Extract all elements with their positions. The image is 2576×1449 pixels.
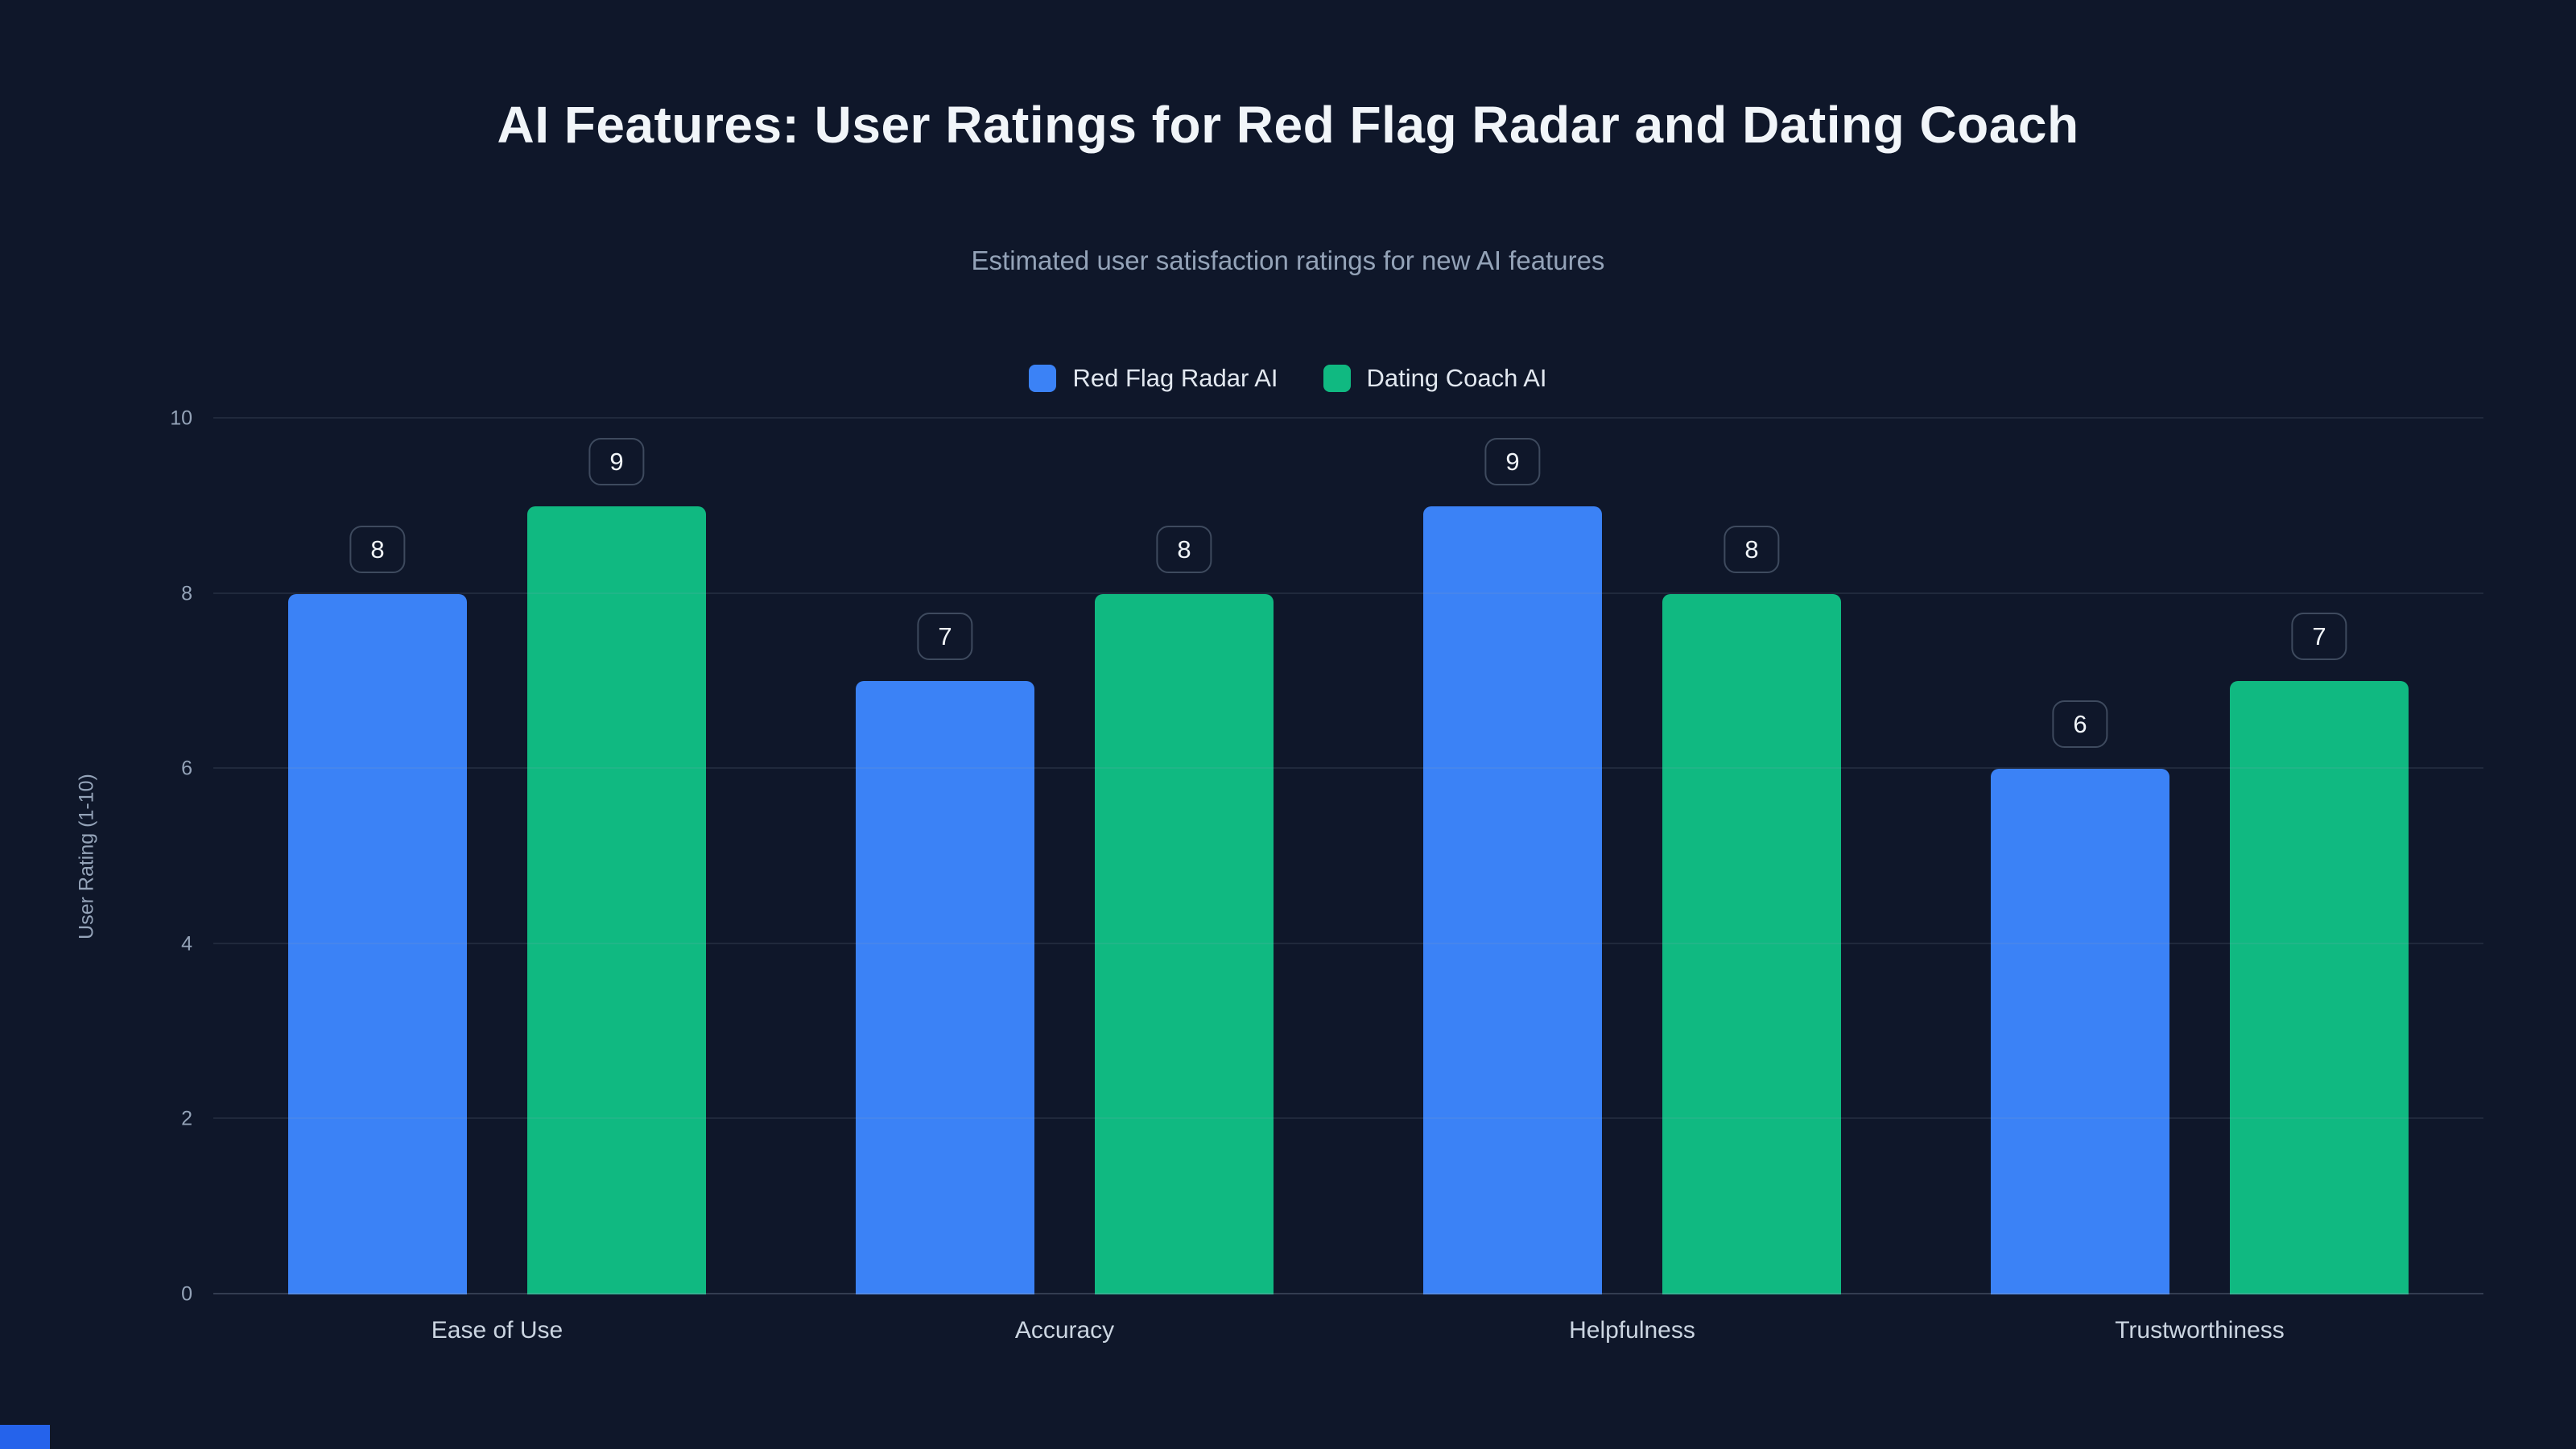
bar-column-red-flag-radar-ai-ease-of-use: 8 <box>288 525 467 1294</box>
chart-title: AI Features: User Ratings for Red Flag R… <box>497 96 2079 154</box>
y-tick-label-4: 4 <box>181 932 192 956</box>
gridline-4 <box>213 942 2483 944</box>
y-axis-title: User Rating (1-10) <box>75 774 98 939</box>
legend-label: Dating Coach AI <box>1366 364 1547 392</box>
x-axis-label-trustworthiness: Trustworthiness <box>2115 1317 2285 1344</box>
legend-swatch-icon <box>1029 365 1057 392</box>
y-tick-label-6: 6 <box>181 757 192 780</box>
y-tick-label-10: 10 <box>170 407 192 430</box>
bar-dating-coach-ai-accuracy[interactable] <box>1095 593 1274 1294</box>
bar-column-dating-coach-ai-helpfulness: 8 <box>1662 525 1841 1294</box>
legend-item-dating-coach-ai[interactable]: Dating Coach AI <box>1323 364 1547 393</box>
bar-red-flag-radar-ai-trustworthiness[interactable] <box>1991 769 2169 1294</box>
bar-value-label: 6 <box>2052 700 2108 749</box>
bar-column-dating-coach-ai-trustworthiness: 7 <box>2230 613 2409 1294</box>
legend-label: Red Flag Radar AI <box>1072 364 1278 392</box>
bar-value-label: 8 <box>1156 525 1212 573</box>
chart-subtitle: Estimated user satisfaction ratings for … <box>971 246 1605 275</box>
legend-swatch-icon <box>1323 365 1351 392</box>
legend: Red Flag Radar AI Dating Coach AI <box>0 364 2576 393</box>
bar-dating-coach-ai-trustworthiness[interactable] <box>2230 681 2409 1294</box>
gridline-2 <box>213 1117 2483 1120</box>
bar-value-label: 7 <box>2291 613 2347 661</box>
x-axis-label-accuracy: Accuracy <box>1014 1317 1115 1344</box>
gridline-6 <box>213 767 2483 770</box>
bar-value-label: 7 <box>917 613 973 661</box>
bar-column-red-flag-radar-ai-trustworthiness: 6 <box>1991 700 2169 1294</box>
bar-value-label: 8 <box>1724 525 1780 573</box>
x-axis-label-ease-of-use: Ease of Use <box>431 1317 564 1344</box>
bar-red-flag-radar-ai-accuracy[interactable] <box>856 681 1034 1294</box>
legend-item-red-flag-radar-ai[interactable]: Red Flag Radar AI <box>1029 364 1278 393</box>
y-tick-label-0: 0 <box>181 1282 192 1306</box>
bar-column-dating-coach-ai-ease-of-use: 9 <box>527 437 706 1294</box>
bar-value-label: 9 <box>588 437 645 485</box>
gridline-0 <box>213 1293 2483 1294</box>
bar-value-label: 8 <box>349 525 406 573</box>
bar-red-flag-radar-ai-ease-of-use[interactable] <box>288 593 467 1294</box>
gridline-10 <box>213 417 2483 419</box>
bar-column-red-flag-radar-ai-accuracy: 7 <box>856 613 1034 1294</box>
x-axis-labels: Ease of Use Accuracy Helpfulness Trustworth… <box>213 1317 2483 1344</box>
bottom-left-accent <box>0 1425 50 1449</box>
y-tick-label-8: 8 <box>181 582 192 605</box>
gridline-8 <box>213 592 2483 594</box>
bar-dating-coach-ai-ease-of-use[interactable] <box>527 506 706 1294</box>
bar-value-label: 9 <box>1484 437 1541 485</box>
y-tick-label-2: 2 <box>181 1107 192 1130</box>
bar-red-flag-radar-ai-helpfulness[interactable] <box>1423 506 1602 1294</box>
x-axis-label-helpfulness: Helpfulness <box>1569 1317 1695 1344</box>
bar-column-dating-coach-ai-accuracy: 8 <box>1095 525 1274 1294</box>
bar-column-red-flag-radar-ai-helpfulness: 9 <box>1423 437 1602 1294</box>
bar-dating-coach-ai-helpfulness[interactable] <box>1662 593 1841 1294</box>
